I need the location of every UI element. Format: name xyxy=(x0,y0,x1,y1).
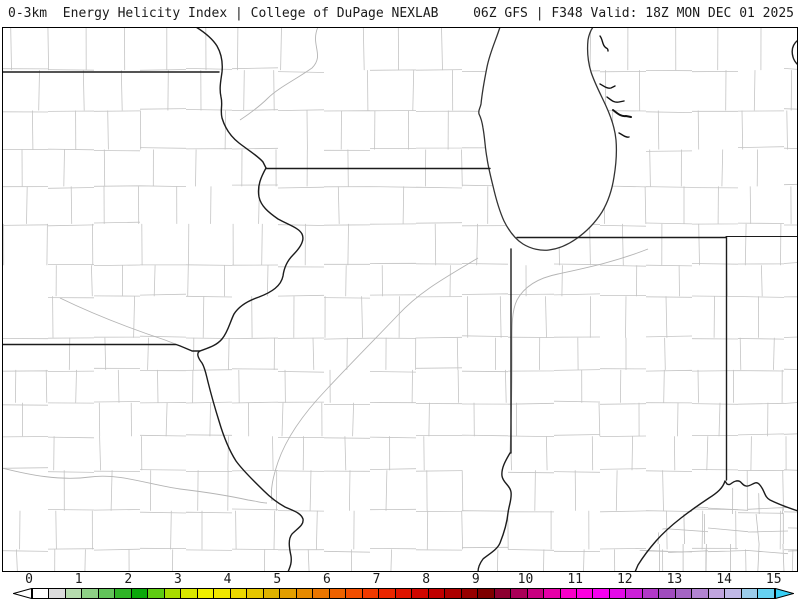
river-icon xyxy=(618,132,630,138)
colorbar-tick-label: 3 xyxy=(174,572,182,587)
colorbar-cell xyxy=(575,589,593,598)
colorbar-tick-label: 0 xyxy=(25,572,33,587)
colorbar-cell xyxy=(262,589,280,598)
colorbar-cell xyxy=(81,589,98,598)
colorbar-cell xyxy=(411,589,428,598)
colorbar-cell xyxy=(493,589,511,598)
colorbar-tick-label: 1 xyxy=(74,572,83,587)
colorbar-tick-label: 6 xyxy=(322,572,331,587)
illinois-river xyxy=(270,257,479,502)
lake-michigan xyxy=(478,27,618,251)
border-ia-mo xyxy=(2,343,201,352)
colorbar-cell xyxy=(130,589,148,598)
border-mississippi-north xyxy=(195,27,267,169)
colorbar-cell xyxy=(163,589,181,598)
colorbar-cell xyxy=(444,589,461,598)
model-run-info: 06Z GFS | F348 Valid: 18Z MON DEC 01 202… xyxy=(473,6,794,21)
colorbar-cell xyxy=(427,589,445,598)
colorbar-cell xyxy=(328,589,346,598)
colorbar-left-arrow-icon xyxy=(13,588,32,599)
map-frame xyxy=(2,27,798,572)
product-title: 0-3km Energy Helicity Index | College of… xyxy=(8,6,439,21)
colorbar-tick-label: 14 xyxy=(716,572,732,587)
colorbar-tick-label: 13 xyxy=(666,572,683,587)
colorbar-cell xyxy=(559,589,576,598)
colorbar-cell xyxy=(394,589,412,598)
colorbar-cell xyxy=(674,589,692,598)
colorbar-cell xyxy=(460,589,478,598)
county-borders xyxy=(2,67,798,553)
colorbar-right-arrow-icon xyxy=(775,588,794,599)
missouri-river xyxy=(2,467,268,504)
colorbar-cell xyxy=(196,589,214,598)
county-borders xyxy=(2,27,794,572)
colorbar-cell xyxy=(312,589,329,598)
colorbar-cell xyxy=(246,589,263,598)
colorbar-tick-label: 5 xyxy=(273,572,282,587)
border-wabash-river xyxy=(477,452,512,572)
colorbar-cell xyxy=(213,589,230,598)
upper-wabash-river xyxy=(509,248,649,454)
colorbar-cell xyxy=(295,589,313,598)
colorbar-cell xyxy=(707,589,725,598)
colorbar-tick-label: 10 xyxy=(517,572,534,587)
river-icon xyxy=(599,35,609,52)
product-header: 0-3km Energy Helicity Index | College of… xyxy=(0,0,800,26)
wisconsin-river xyxy=(239,27,319,121)
colorbar-tick-label: 12 xyxy=(616,572,633,587)
colorbar-cell xyxy=(658,589,675,598)
colorbar-cell xyxy=(97,589,115,598)
colorbar-cell xyxy=(691,589,708,598)
colorbar-tick-label: 11 xyxy=(567,572,583,587)
colorbar-cell xyxy=(757,589,774,598)
colorbar-cell xyxy=(229,589,247,598)
colorbar-scale: 0 1 2 3 4 5 6 7 8 9 10 11 12 13 14 15 xyxy=(0,571,800,587)
colorbar-tick-label: 8 xyxy=(422,572,431,587)
colorbar-tick-label: 15 xyxy=(765,572,782,587)
colorbar-cell xyxy=(345,589,362,598)
colorbar-cell xyxy=(625,589,642,598)
colorbar-cell xyxy=(32,589,49,598)
river-icon xyxy=(612,109,632,118)
colorbar-cell xyxy=(724,589,741,598)
colorbar-cell xyxy=(477,589,494,598)
colorbar-cell xyxy=(180,589,197,598)
colorbar-cell xyxy=(147,589,164,598)
state-borders xyxy=(2,27,798,572)
river-icon xyxy=(599,83,616,89)
border-ohio-river xyxy=(634,480,798,572)
colorbar-cells xyxy=(32,588,775,599)
michigan-shore-rivers xyxy=(599,35,632,138)
colorbar-cell xyxy=(279,589,296,598)
border-mississippi xyxy=(197,167,304,572)
colorbar-cell xyxy=(526,589,544,598)
colorbar-cell xyxy=(510,589,527,598)
colorbar-cell xyxy=(608,589,626,598)
colorbar-tick-label: 4 xyxy=(223,572,232,587)
colorbar-cell xyxy=(361,589,379,598)
colorbar-cell xyxy=(378,589,395,598)
colorbar-tick-label: 9 xyxy=(471,572,480,587)
colorbar xyxy=(13,588,794,599)
river-icon xyxy=(606,96,625,103)
colorbar-cell xyxy=(641,589,659,598)
colorbar-cell xyxy=(48,589,65,598)
lake-erie-shore xyxy=(791,39,798,66)
colorbar-cell xyxy=(740,589,758,598)
colorbar-tick-label: 7 xyxy=(372,572,381,587)
colorbar-cell xyxy=(592,589,609,598)
colorbar-cell xyxy=(64,589,82,598)
colorbar-cell xyxy=(114,589,131,598)
des-moines-river xyxy=(59,297,179,346)
colorbar-cell xyxy=(543,589,560,598)
colorbar-tick-label: 2 xyxy=(124,572,133,587)
